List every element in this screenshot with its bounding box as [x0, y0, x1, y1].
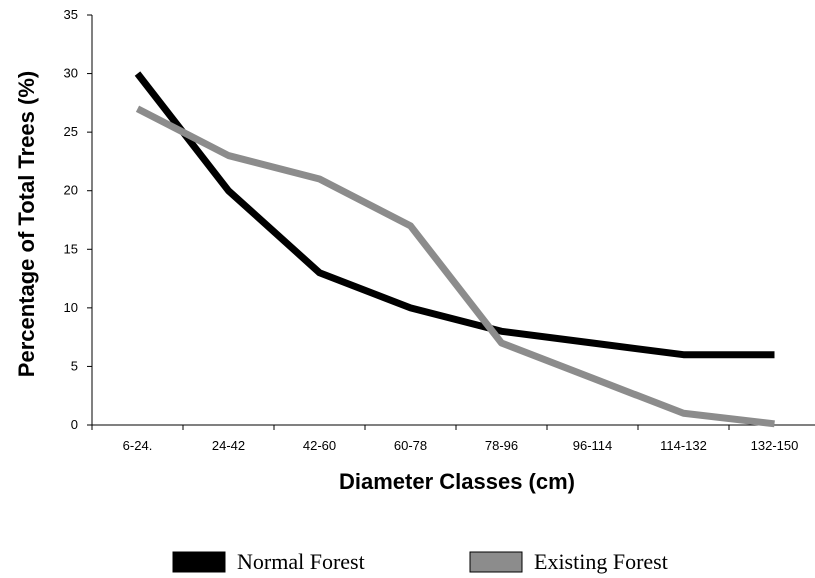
x-tick-label: 6-24.	[123, 438, 153, 453]
y-tick-label: 30	[64, 66, 78, 81]
series-line-existing-forest	[135, 105, 775, 428]
y-tick-label: 15	[64, 241, 78, 256]
y-tick-label: 10	[64, 300, 78, 315]
x-ticks: 6-24. 24-42 42-60 60-78 78-96 96-114 114-132 13…	[91, 425, 799, 453]
series-layer	[134, 71, 775, 428]
series-line-normal-forest	[134, 71, 775, 359]
x-axis-label: Diameter Classes (cm)	[339, 469, 575, 494]
x-tick-label: 60-78	[394, 438, 427, 453]
legend-swatch	[469, 551, 523, 573]
x-tick-label: 114-132	[660, 438, 707, 453]
x-tick-label: 24-42	[212, 438, 245, 453]
x-tick-label: 42-60	[303, 438, 336, 453]
x-tick-label: 78-96	[485, 438, 518, 453]
legend-label: Normal Forest	[237, 549, 365, 574]
x-tick-label: 132-150	[751, 438, 799, 453]
y-tick-label: 35	[64, 7, 78, 22]
x-tick-label: 96-114	[573, 438, 613, 453]
y-tick-label: 5	[71, 358, 78, 373]
y-tick-label: 25	[64, 124, 78, 139]
y-axis-label: Percentage of Total Trees (%)	[14, 71, 39, 377]
y-tick-label: 0	[71, 417, 78, 432]
legend-label: Existing Forest	[534, 549, 668, 574]
legend-swatch	[172, 551, 226, 573]
y-tick-label: 20	[64, 183, 78, 198]
axes	[91, 15, 815, 426]
y-ticks: 0 5 10 15 20 25 30 35	[64, 7, 92, 432]
legend: Normal Forest Existing Forest	[172, 549, 668, 574]
